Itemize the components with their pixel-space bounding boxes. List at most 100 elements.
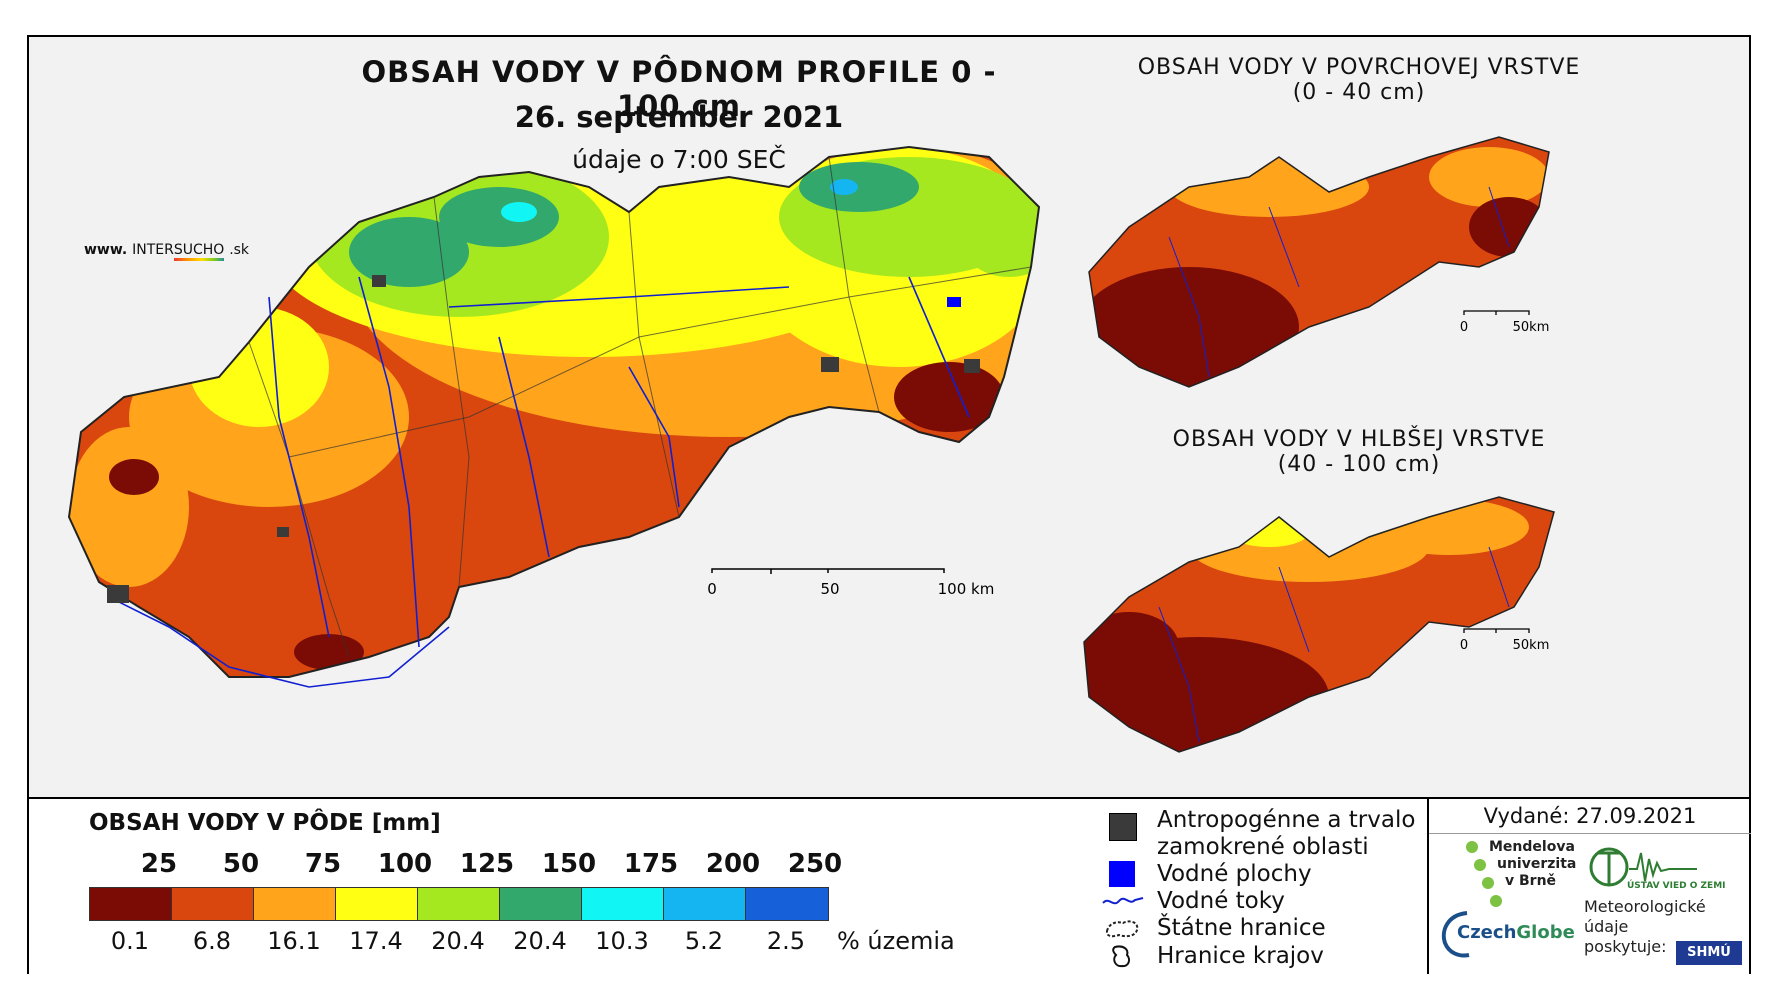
threshold-200: 200 <box>705 849 761 879</box>
inset-top-rivers <box>1168 186 1510 378</box>
percent-bin-8: 5.2 <box>684 927 724 955</box>
threshold-75: 75 <box>304 849 342 879</box>
mendelu-line1: Mendelova <box>1489 839 1575 855</box>
region-border-icon <box>1112 945 1131 968</box>
threshold-250: 250 <box>787 849 843 879</box>
legend-bin <box>582 888 664 920</box>
shmu-line1: Meteorologické <box>1584 897 1706 916</box>
region-borders <box>248 156 1032 658</box>
shmu-line3: poskytuje: <box>1584 937 1667 956</box>
rivers <box>108 276 970 688</box>
inset-bottom-title-line2: (40 - 100 cm) <box>1277 452 1441 477</box>
legend-water-bodies-label: Vodné plochy <box>1157 861 1312 887</box>
inset-bottom-rivers <box>1158 546 1510 743</box>
map-poster: 0 50 100 km OBSAH VODY V PÔDNOM PROFILE … <box>27 35 1751 976</box>
site-brand: SUCHO <box>173 242 225 261</box>
czechglobe-swoosh-icon <box>1441 911 1470 958</box>
legend-bin <box>746 888 828 920</box>
main-scale-label-0: 0 <box>707 580 717 598</box>
legend-bin <box>336 888 418 920</box>
main-scale-label-50: 50 <box>820 580 839 598</box>
credits-box: Vydané: 27.09.2021 Mendelova univerzita … <box>1427 799 1751 974</box>
dark-square-icon <box>1109 813 1137 841</box>
legend-bin <box>254 888 336 920</box>
percent-bin-6: 20.4 <box>513 927 567 955</box>
legend-urban-line2: zamokrené oblasti <box>1157 834 1369 860</box>
threshold-50: 50 <box>222 849 260 879</box>
legend-bin <box>418 888 500 920</box>
site-mid: INTER <box>132 242 174 258</box>
mendelu-line2: univerzita <box>1497 856 1577 872</box>
main-time: údaje o 7:00 SEČ <box>572 145 786 174</box>
main-title: OBSAH VODY V PÔDNOM PROFILE 0 - 100 cm <box>361 55 997 123</box>
main-scale-label-100: 100 km <box>938 580 995 598</box>
river-line-icon <box>1102 897 1144 905</box>
czechglobe-prefix: Czech <box>1457 922 1517 943</box>
urban-areas <box>107 275 980 603</box>
site-prefix: www. <box>84 242 128 258</box>
threshold-150: 150 <box>541 849 597 879</box>
soil-moisture-raster <box>69 147 1039 677</box>
percent-bin-9: 2.5 <box>766 927 806 955</box>
legend-panel: OBSAH VODY V PÔDE [mm] 25 50 75 100 125 … <box>29 797 1751 976</box>
inset-top-scale-label-50: 50km <box>1513 320 1550 335</box>
threshold-100: 100 <box>377 849 433 879</box>
percent-bin-2: 6.8 <box>192 927 232 955</box>
inset-bottom-raster <box>1084 497 1554 752</box>
percent-bin-4: 17.4 <box>349 927 403 955</box>
legend-bin <box>172 888 254 920</box>
legend-bin <box>500 888 582 920</box>
percent-bin-5: 20.4 <box>431 927 485 955</box>
mendelu-logo: Mendelova univerzita v Brně <box>1489 839 1576 890</box>
threshold-25: 25 <box>140 849 178 879</box>
water-body <box>947 297 961 307</box>
state-border <box>67 145 1041 678</box>
inset-bottom-scale-bar <box>1463 628 1530 633</box>
percent-bin-7: 10.3 <box>595 927 649 955</box>
inset-top-title-line2: (0 - 40 cm) <box>1292 80 1426 105</box>
inset-top-title: OBSAH VODY V POVRCHOVEJ VRSTVE (0 - 40 c… <box>1079 55 1639 105</box>
legend-title: OBSAH VODY V PÔDE [mm] <box>89 810 441 836</box>
legend-rivers-label: Vodné toky <box>1157 888 1285 914</box>
legend-state-border-label: Štátne hranice <box>1157 915 1326 941</box>
threshold-175: 175 <box>623 849 679 879</box>
main-date: 26. september 2021 <box>514 100 844 134</box>
main-map: 0 50 100 km <box>67 145 1041 688</box>
shmu-logo: SHMÚ <box>1676 941 1742 965</box>
legend-region-border-label: Hranice krajov <box>1157 943 1324 969</box>
inset-top-scale-label-0: 0 <box>1460 320 1468 335</box>
percent-unit: % územia <box>837 927 955 955</box>
inset-bottom-border <box>1083 496 1555 753</box>
main-scale-bar <box>711 568 945 574</box>
percent-bin-1: 0.1 <box>110 927 150 955</box>
inset-top-border <box>1088 136 1550 388</box>
uvz-logo <box>1589 847 1697 887</box>
percent-bin-3: 16.1 <box>267 927 321 955</box>
czechglobe-suffix: Globe <box>1516 922 1575 943</box>
inset-bottom-scale-label-50: 50km <box>1513 638 1550 653</box>
issued-date: Vydané: 27.09.2021 <box>1429 799 1751 834</box>
inset-top-title-line1: OBSAH VODY V POVRCHOVEJ VRSTVE <box>1137 55 1581 80</box>
mendelu-line3: v Brně <box>1505 873 1557 889</box>
inset-top-scale-bar <box>1463 310 1530 315</box>
inset-bottom-title: OBSAH VODY V HLBŠEJ VRSTVE (40 - 100 cm) <box>1079 427 1639 477</box>
legend-bin <box>664 888 746 920</box>
intersucho-link[interactable]: www. INTERSUCHO .sk <box>84 242 250 261</box>
site-suffix: .sk <box>229 242 250 258</box>
state-border-icon <box>1105 920 1139 938</box>
threshold-125: 125 <box>459 849 515 879</box>
blue-square-icon <box>1109 861 1135 887</box>
shmu-line2: údaje <box>1584 917 1629 936</box>
uvz-label: ÚSTAV VIED O ZEMI <box>1627 881 1726 891</box>
shmu-credit: Meteorologické údaje poskytuje: <box>1584 897 1706 957</box>
inset-bottom-scale-label-0: 0 <box>1460 638 1468 653</box>
legend-bin <box>90 888 172 920</box>
map-panel: 0 50 100 km OBSAH VODY V PÔDNOM PROFILE … <box>29 37 1749 797</box>
inset-bottom-title-line1: OBSAH VODY V HLBŠEJ VRSTVE <box>1172 427 1546 452</box>
inset-top-raster <box>1089 137 1549 387</box>
inset-top-map: 0 50km <box>1088 136 1550 388</box>
legend-urban-line1: Antropogénne a trvalo <box>1157 807 1416 833</box>
czechglobe-logo: CzechGlobe <box>1457 922 1575 943</box>
legend-color-bins <box>89 887 829 921</box>
mendelu-logo-dots <box>1466 841 1502 907</box>
